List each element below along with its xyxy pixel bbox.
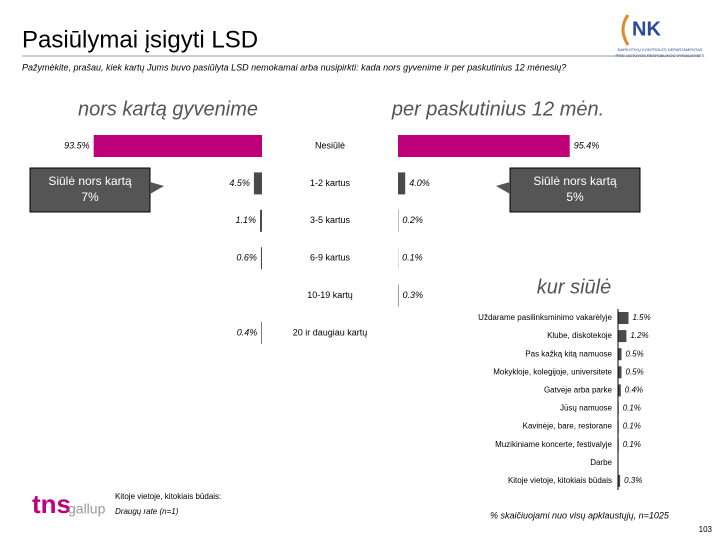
logo-letters: NK — [632, 18, 661, 40]
category-label: Pas kažką kitą namuose — [525, 349, 612, 358]
category-label: Nesiūlė — [315, 140, 345, 150]
bar — [261, 247, 262, 269]
category-label: Mokykloje, kolegijoje, universitete — [493, 367, 612, 376]
bar — [398, 172, 405, 194]
series-heading: per paskutinius 12 mėn. — [391, 98, 604, 120]
bar — [261, 322, 262, 344]
note-item: Draugų rate (n=1) — [115, 507, 179, 516]
category-label: 20 ir daugiau kartų — [293, 327, 368, 337]
bar — [254, 172, 262, 194]
bar — [618, 330, 626, 342]
series-heading: nors kartą gyvenime — [78, 98, 258, 120]
category-label: 3-5 kartus — [310, 215, 351, 225]
question: Pažymėkite, prašau, kiek kartų Jums buvo… — [22, 62, 566, 72]
value-label: 0.1% — [623, 440, 641, 449]
callout-text: Siūlė nors kartą — [48, 174, 132, 188]
slide-title: Pasiūlymai įsigyti LSD — [22, 26, 258, 53]
value-label: 1.1% — [236, 215, 257, 225]
note-title: Kitoje vietoje, kitokiais būdais: — [115, 492, 221, 501]
value-label: 95.4% — [574, 140, 600, 150]
value-label: 0.5% — [626, 349, 644, 358]
value-label: 0.1% — [623, 404, 641, 413]
value-label: 4.0% — [409, 178, 430, 188]
bar — [398, 285, 399, 307]
value-label: 0.2% — [402, 215, 423, 225]
logo-tns: tns — [32, 489, 71, 519]
base-note: % skaičiuojami nuo visų apklaustųjų, n=1… — [490, 510, 670, 520]
category-label: Gatvėje arba parke — [544, 386, 613, 395]
value-label: 0.3% — [403, 290, 424, 300]
callout-text: 7% — [81, 190, 99, 204]
bar — [94, 135, 262, 157]
callout-text: Siūlė nors kartą — [533, 174, 617, 188]
category-label: Kavinėje, bare, restorane — [523, 422, 613, 431]
value-label: 0.3% — [624, 476, 642, 485]
category-label: Muzikiniame koncerte, festivalyje — [495, 440, 612, 449]
category-label: Kitoje vietoje, kitokiais būdais — [508, 476, 612, 485]
value-label: 1.5% — [633, 313, 651, 322]
callout-text: 5% — [566, 190, 584, 204]
category-label: 10-19 kartų — [307, 290, 353, 300]
value-label: 0.1% — [402, 253, 423, 263]
value-label: 1.2% — [630, 331, 648, 340]
bar — [618, 348, 622, 360]
bar — [398, 135, 570, 157]
category-label: 6-9 kartus — [310, 253, 351, 263]
category-label: Jūsų namuose — [560, 404, 613, 413]
logo-text: NARKOTIKŲ KONTROLĖS DEPARTAMENTAS — [618, 47, 703, 52]
value-label: 0.5% — [626, 367, 644, 376]
chart-title: kur siūlė — [537, 276, 611, 298]
category-label: Klube, diskotekoje — [547, 331, 612, 340]
category-label: Darbe — [590, 458, 612, 467]
bar — [618, 366, 622, 378]
value-label: 0.1% — [623, 422, 641, 431]
value-label: 93.5% — [64, 140, 90, 150]
value-label: 0.4% — [625, 386, 643, 395]
bar — [618, 312, 629, 324]
bar — [260, 210, 262, 232]
value-label: 0.4% — [237, 327, 258, 337]
value-label: 0.6% — [236, 253, 257, 263]
logo-gallup: gallup — [68, 501, 106, 517]
page-number: 103 — [699, 525, 713, 534]
category-label: Uždarame pasilinksminimo vakarėlyje — [478, 313, 612, 322]
logo-text: PRIE LIETUVOS RESPUBLIKOS VYRIAUSYBĖS — [616, 53, 705, 58]
category-label: 1-2 kartus — [310, 178, 351, 188]
value-label: 4.5% — [229, 178, 250, 188]
